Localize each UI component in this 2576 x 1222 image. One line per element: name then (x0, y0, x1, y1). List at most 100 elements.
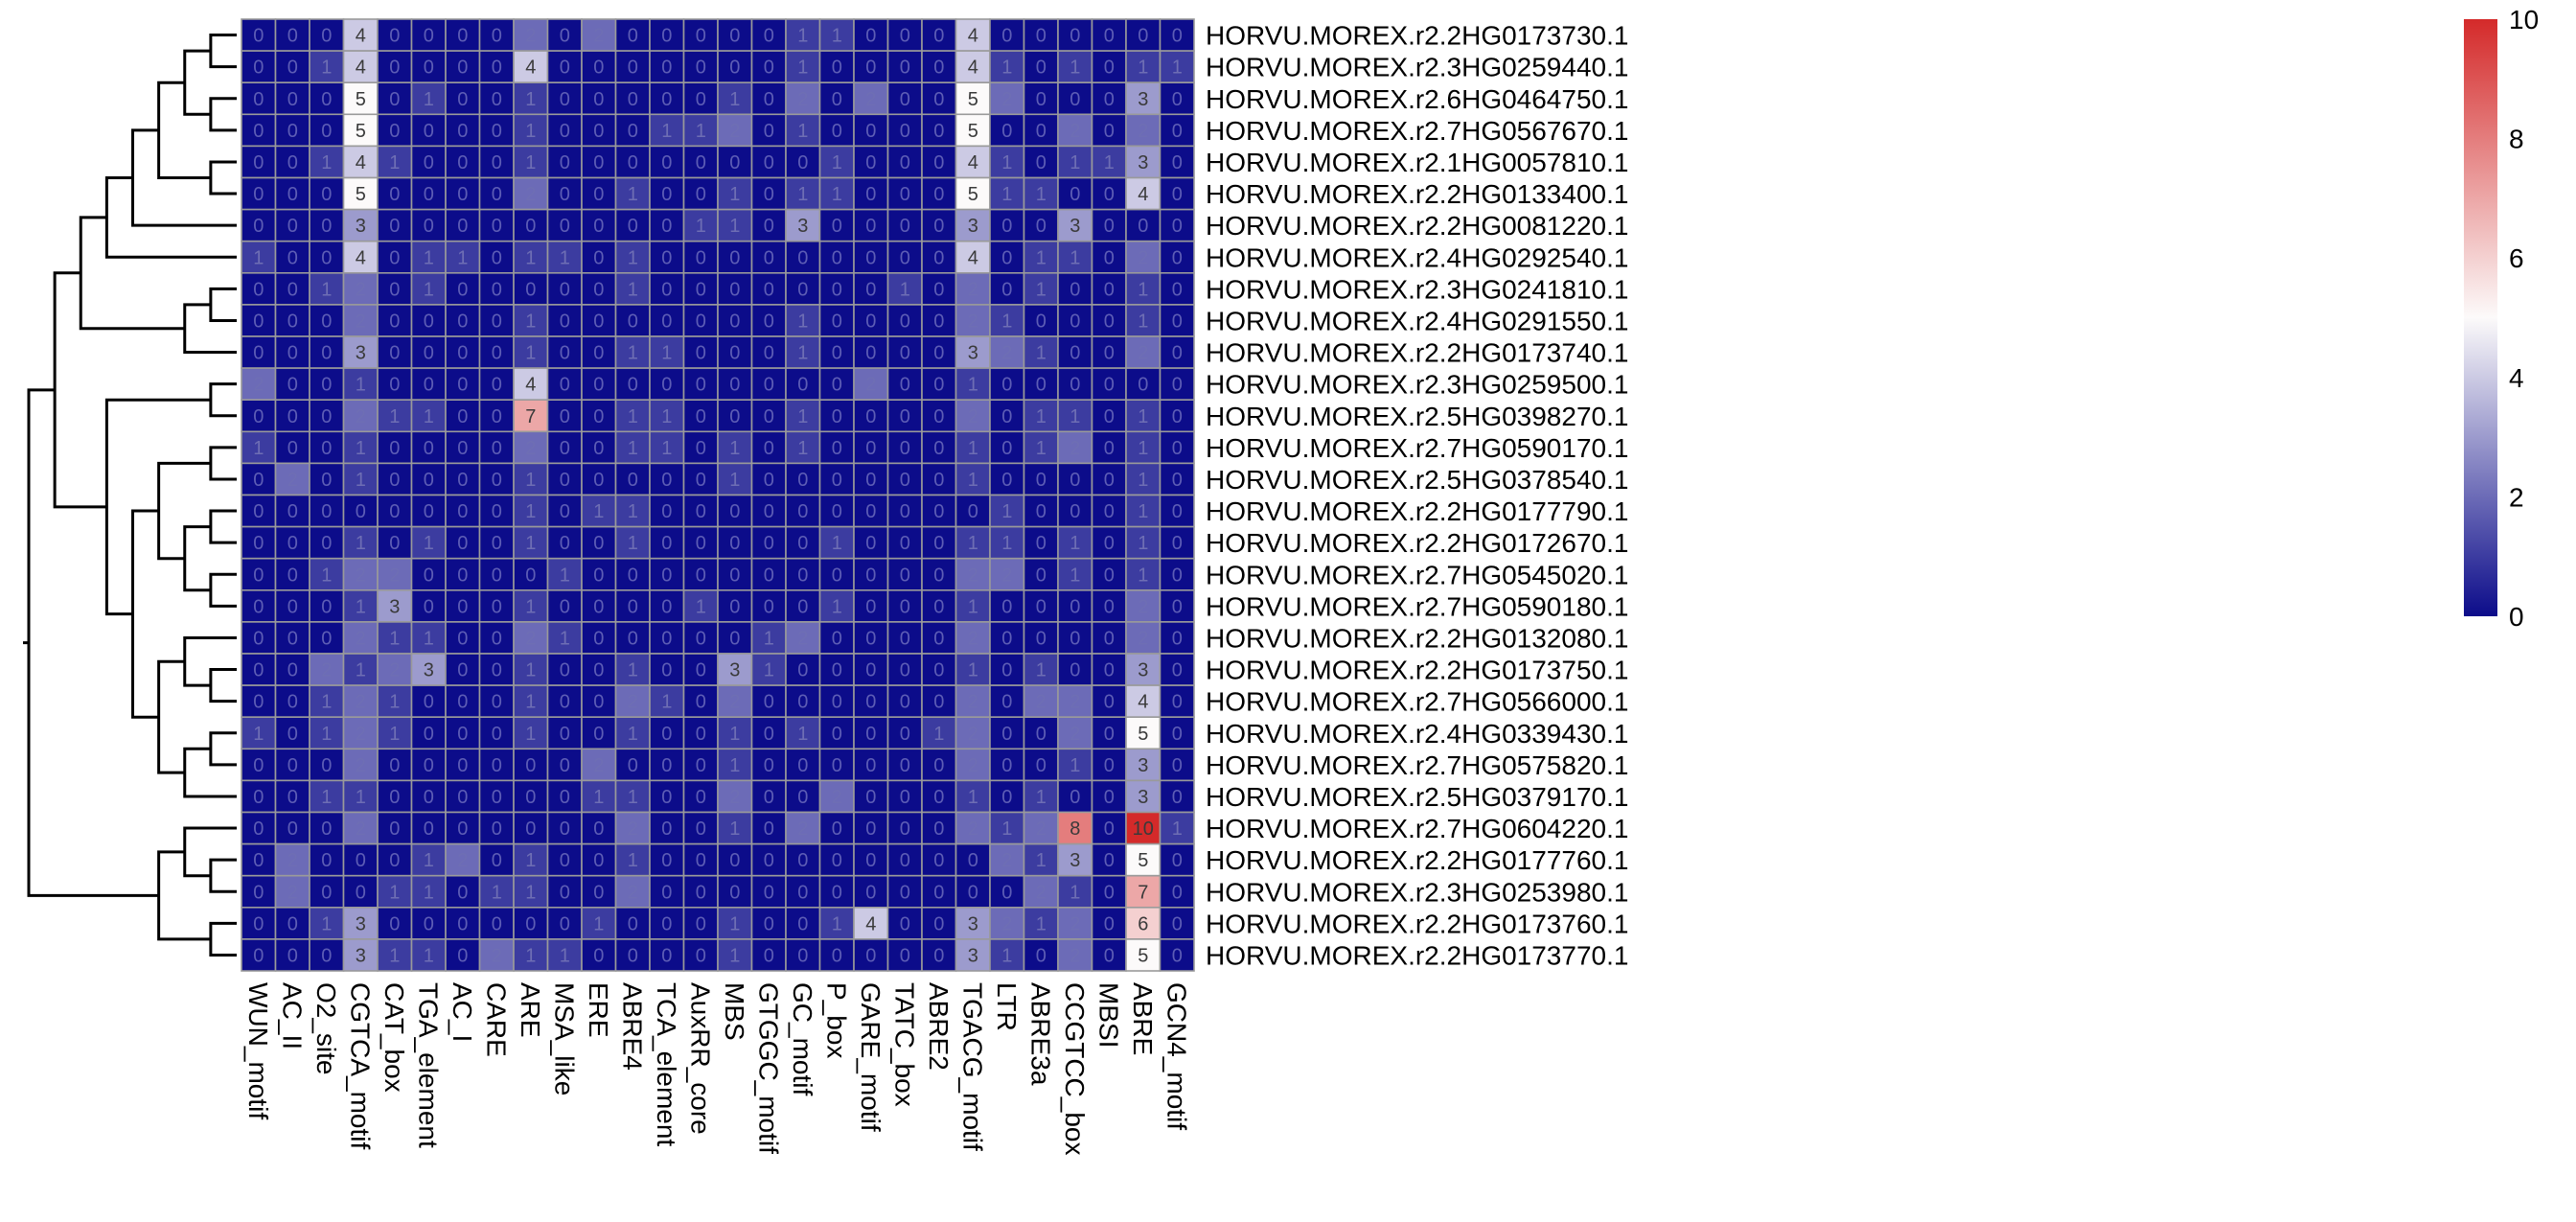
cell-value: 0 (560, 596, 570, 617)
cell-value: 0 (593, 692, 604, 713)
heatmap-cell (614, 176, 651, 211)
cell-value: 0 (797, 533, 808, 554)
heatmap-cell (682, 494, 719, 528)
heatmap-cell (1091, 176, 1127, 211)
cell-value: 0 (321, 945, 332, 966)
cell-value: 0 (832, 819, 842, 840)
heatmap-cell (1057, 304, 1093, 337)
heatmap-cell (1091, 525, 1127, 560)
heatmap-cell (410, 81, 447, 116)
row-label: HORVU.MOREX.r2.2HG0177760.1 (1206, 845, 1628, 875)
cell-value: 0 (321, 406, 332, 427)
cell-value: 1 (628, 343, 638, 364)
cell-value: 0 (832, 343, 842, 364)
cell-value: 0 (288, 438, 298, 459)
cell-value: 0 (933, 501, 944, 522)
row-label: HORVU.MOREX.r2.7HG0545020.1 (1206, 560, 1628, 589)
dendrogram-branch (209, 731, 237, 767)
cell-value: 0 (288, 343, 298, 364)
cell-value: 0 (764, 247, 774, 268)
heatmap-cell (410, 653, 447, 686)
cell-value: 0 (696, 850, 706, 871)
cell-value: 0 (832, 470, 842, 491)
cell-value: 0 (560, 375, 570, 396)
heatmap-cell (886, 208, 923, 242)
cell-value: 0 (1172, 121, 1183, 142)
cell-value: 1 (593, 787, 604, 808)
cell-value: 0 (1036, 724, 1046, 745)
dendrogram-branch (209, 34, 237, 69)
cell-value: 1 (628, 533, 638, 554)
cell-value: 0 (253, 121, 264, 142)
cell-value: 0 (1172, 438, 1183, 459)
heatmap-cell (478, 557, 515, 591)
cell-value: 0 (1172, 247, 1183, 268)
heatmap-cell (342, 304, 379, 337)
cell-value: 0 (764, 692, 774, 713)
cell-value: 0 (661, 755, 672, 776)
cell-value: 0 (1104, 26, 1115, 47)
cell-value: 0 (321, 470, 332, 491)
cell-value: 0 (1172, 216, 1183, 237)
cell-value: 1 (797, 724, 808, 745)
cell-value: 3 (968, 343, 978, 364)
cell-value: 0 (1172, 596, 1183, 617)
cell-value: 1 (525, 850, 536, 871)
cell-value: 0 (593, 882, 604, 903)
heatmap-cell (445, 494, 481, 528)
heatmap-cell (342, 748, 379, 782)
heatmap-cell (309, 621, 345, 655)
row-dendrogram (23, 34, 237, 957)
heatmap-cell (785, 653, 821, 686)
heatmap-cell (445, 938, 481, 972)
cell-value: 0 (865, 343, 876, 364)
cell-value: 0 (424, 692, 434, 713)
cell-value: 0 (492, 121, 502, 142)
cell-value: 0 (797, 787, 808, 808)
column-label: GCN4_motif (1162, 982, 1191, 1130)
cell-value: 0 (288, 184, 298, 205)
column-label: ABRE3a (1025, 982, 1055, 1086)
cell-value: 0 (661, 184, 672, 205)
cell-value: 0 (1104, 787, 1115, 808)
column-label: CARE (481, 982, 511, 1057)
dendrogram-branch (27, 388, 159, 897)
cell-value: 0 (560, 501, 570, 522)
heatmap-cell (1125, 684, 1162, 718)
cell-value: 0 (525, 913, 536, 934)
cell-value: 0 (900, 501, 910, 522)
cell-value: 2 (968, 311, 978, 332)
cell-value: 0 (389, 787, 400, 808)
cell-value: 0 (457, 26, 468, 47)
row-label: HORVU.MOREX.r2.1HG0057810.1 (1206, 148, 1628, 177)
cell-value: 1 (628, 406, 638, 427)
heatmap-cell (274, 842, 310, 877)
heatmap-cell (581, 81, 617, 116)
dendrogram-branch (209, 509, 237, 544)
cell-value: 3 (797, 216, 808, 237)
cell-value: 0 (1001, 724, 1012, 745)
cell-value: 2 (492, 945, 502, 966)
heatmap-cell (921, 557, 957, 591)
heatmap-cell (1091, 335, 1127, 369)
cell-value: 1 (729, 913, 740, 934)
cell-value: 0 (865, 311, 876, 332)
cell-value: 0 (628, 945, 638, 966)
cell-value: 2 (797, 628, 808, 649)
heatmap-cell (1057, 716, 1093, 750)
cell-value: 2 (1138, 247, 1148, 268)
cell-value: 0 (253, 565, 264, 586)
cell-value: 0 (424, 501, 434, 522)
heatmap-cell (410, 811, 447, 845)
heatmap-cell (274, 430, 310, 465)
column-label: LTR (992, 982, 1022, 1031)
cell-value: 0 (865, 438, 876, 459)
cell-value: 0 (865, 247, 876, 268)
heatmap-cell (886, 430, 923, 465)
cell-value: 1 (525, 470, 536, 491)
cell-value: 0 (1070, 660, 1080, 681)
cell-value: 1 (424, 628, 434, 649)
heatmap-cell (342, 18, 379, 52)
row-label: HORVU.MOREX.r2.2HG0132080.1 (1206, 623, 1628, 653)
cell-value: 2 (968, 628, 978, 649)
